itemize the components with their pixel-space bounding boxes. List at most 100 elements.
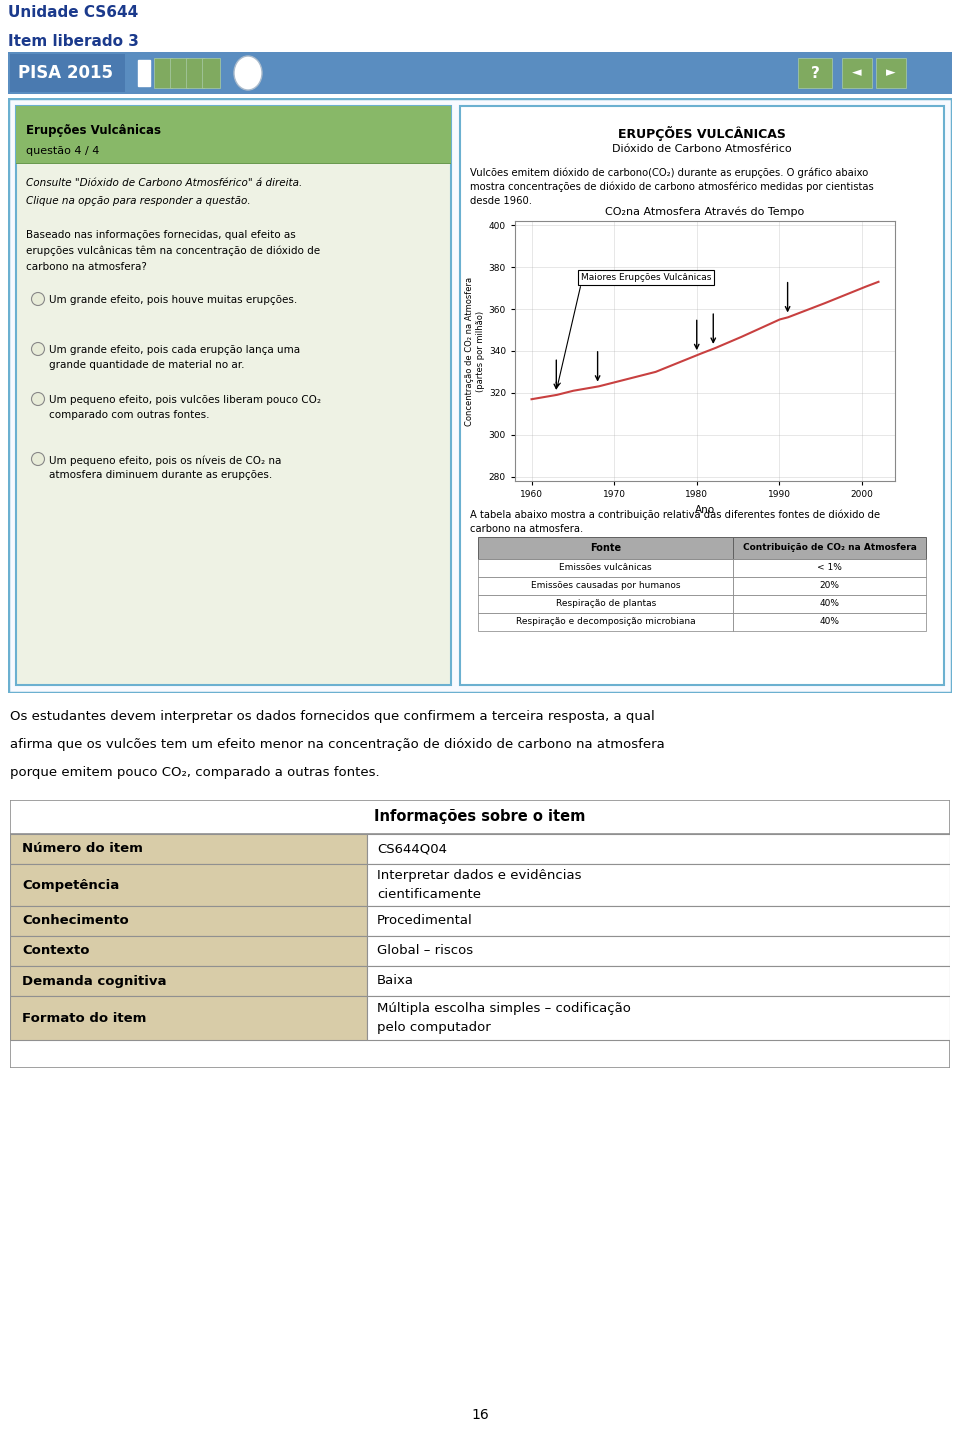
Bar	[10, 995, 367, 1040]
Bar	[733, 613, 926, 630]
Text: Baseado nas informações fornecidas, qual efeito as: Baseado nas informações fornecidas, qual…	[26, 230, 296, 241]
Text: Informações sobre o item: Informações sobre o item	[374, 810, 586, 824]
Bar	[154, 58, 172, 88]
Text: Clique na opção para responder a questão.: Clique na opção para responder a questão…	[26, 196, 251, 206]
Bar	[460, 106, 944, 685]
X-axis label: Ano: Ano	[695, 504, 715, 514]
Bar	[367, 835, 950, 864]
Bar	[170, 58, 188, 88]
Text: Interpretar dados e evidências: Interpretar dados e evidências	[377, 869, 582, 882]
Text: Os estudantes devem interpretar os dados fornecidos que confirmem a terceira res: Os estudantes devem interpretar os dados…	[10, 710, 655, 723]
Text: erupções vulcânicas têm na concentração de dióxido de: erupções vulcânicas têm na concentração …	[26, 246, 320, 256]
Text: Contribuição de CO₂ na Atmosfera: Contribuição de CO₂ na Atmosfera	[743, 543, 917, 552]
Bar	[186, 58, 204, 88]
Bar	[10, 800, 950, 835]
Text: CS644Q04: CS644Q04	[377, 842, 447, 855]
Text: Conhecimento: Conhecimento	[22, 914, 129, 927]
Text: Emissões causadas por humanos: Emissões causadas por humanos	[531, 581, 681, 591]
Text: Vulcões emitem dióxido de carbono(CO₂) durante as erupções. O gráfico abaixo: Vulcões emitem dióxido de carbono(CO₂) d…	[470, 168, 868, 178]
Bar	[10, 864, 367, 906]
Text: grande quantidade de material no ar.: grande quantidade de material no ar.	[49, 359, 245, 369]
Text: 40%: 40%	[820, 600, 840, 609]
Text: Procedimental: Procedimental	[377, 914, 473, 927]
Text: PISA 2015: PISA 2015	[18, 64, 113, 83]
Bar	[733, 538, 926, 559]
Bar	[367, 995, 950, 1040]
Text: cientificamente: cientificamente	[377, 888, 481, 901]
Text: ◄: ◄	[852, 67, 862, 80]
Bar	[478, 596, 733, 613]
Bar	[10, 906, 367, 936]
Y-axis label: Concentração de CO₂ na Atmosfera
(partes por milhão): Concentração de CO₂ na Atmosfera (partes…	[466, 277, 485, 426]
Text: Um grande efeito, pois houve muitas erupções.: Um grande efeito, pois houve muitas erup…	[49, 296, 298, 304]
Text: Múltipla escolha simples – codificação: Múltipla escolha simples – codificação	[377, 1001, 631, 1014]
Text: carbono na atmosfera.: carbono na atmosfera.	[470, 525, 584, 535]
Text: Competência: Competência	[22, 878, 119, 891]
Text: Formato do item: Formato do item	[22, 1011, 146, 1024]
Bar	[733, 559, 926, 577]
Bar	[478, 577, 733, 596]
Circle shape	[32, 293, 44, 306]
Title: CO₂na Atmosfera Através do Tempo: CO₂na Atmosfera Através do Tempo	[606, 207, 804, 217]
Text: Baixa: Baixa	[377, 975, 414, 988]
Bar	[367, 906, 950, 936]
Bar	[733, 577, 926, 596]
Bar	[10, 936, 367, 966]
Text: questão 4 / 4: questão 4 / 4	[26, 146, 100, 156]
Text: 16: 16	[471, 1408, 489, 1421]
Text: 20%: 20%	[820, 581, 840, 591]
Text: ERUPÇÕES VULCÂNICAS: ERUPÇÕES VULCÂNICAS	[618, 126, 786, 141]
Bar	[367, 936, 950, 966]
Text: Erupções Vulcânicas: Erupções Vulcânicas	[26, 125, 161, 138]
Text: Emissões vulcânicas: Emissões vulcânicas	[560, 564, 652, 572]
Bar	[478, 538, 733, 559]
Text: Um pequeno efeito, pois os níveis de CO₂ na: Um pequeno efeito, pois os níveis de CO₂…	[49, 455, 281, 465]
Text: afirma que os vulcões tem um efeito menor na concentração de dióxido de carbono : afirma que os vulcões tem um efeito meno…	[10, 738, 664, 751]
Bar	[798, 58, 832, 88]
Circle shape	[32, 342, 44, 355]
Text: ?: ?	[810, 65, 820, 81]
Text: Global – riscos: Global – riscos	[377, 945, 473, 958]
Bar	[202, 58, 220, 88]
Bar	[478, 559, 733, 577]
Bar	[733, 596, 926, 613]
Text: Um pequeno efeito, pois vulcões liberam pouco CO₂: Um pequeno efeito, pois vulcões liberam …	[49, 396, 321, 406]
Bar	[10, 54, 125, 91]
Text: Respiração de plantas: Respiração de plantas	[556, 600, 656, 609]
Text: 40%: 40%	[820, 617, 840, 626]
Text: Contexto: Contexto	[22, 945, 89, 958]
Bar	[367, 864, 950, 906]
Bar	[10, 966, 367, 995]
Text: Um grande efeito, pois cada erupção lança uma: Um grande efeito, pois cada erupção lanç…	[49, 345, 300, 355]
Circle shape	[32, 452, 44, 465]
Bar	[876, 58, 906, 88]
Text: mostra concentrações de dióxido de carbono atmosférico medidas por cientistas: mostra concentrações de dióxido de carbo…	[470, 183, 874, 193]
Text: pelo computador: pelo computador	[377, 1022, 491, 1035]
Text: atmosfera diminuem durante as erupções.: atmosfera diminuem durante as erupções.	[49, 469, 273, 480]
Bar	[10, 835, 367, 864]
Bar	[367, 966, 950, 995]
Text: Número do item: Número do item	[22, 842, 143, 855]
Bar	[478, 613, 733, 630]
Text: comparado com outras fontes.: comparado com outras fontes.	[49, 410, 209, 420]
Ellipse shape	[234, 57, 262, 90]
Bar	[138, 59, 150, 85]
Text: Maiores Erupções Vulcânicas: Maiores Erupções Vulcânicas	[581, 272, 711, 283]
Bar	[16, 106, 451, 685]
Text: A tabela abaixo mostra a contribuição relativa das diferentes fontes de dióxido : A tabela abaixo mostra a contribuição re…	[470, 510, 880, 520]
Text: Unidade CS644: Unidade CS644	[8, 4, 138, 20]
Text: Item liberado 3: Item liberado 3	[8, 35, 139, 49]
Text: < 1%: < 1%	[817, 564, 842, 572]
Text: Fonte: Fonte	[590, 543, 621, 554]
Text: desde 1960.: desde 1960.	[470, 196, 532, 206]
Bar	[16, 106, 451, 164]
Bar	[842, 58, 872, 88]
Text: Consulte "Dióxido de Carbono Atmosférico" á direita.: Consulte "Dióxido de Carbono Atmosférico…	[26, 178, 302, 188]
Text: ►: ►	[886, 67, 896, 80]
Text: porque emitem pouco CO₂, comparado a outras fontes.: porque emitem pouco CO₂, comparado a out…	[10, 767, 379, 780]
Circle shape	[32, 393, 44, 406]
Text: Dióxido de Carbono Atmosférico: Dióxido de Carbono Atmosférico	[612, 143, 792, 154]
Text: carbono na atmosfera?: carbono na atmosfera?	[26, 262, 147, 272]
Text: Respiração e decomposição microbiana: Respiração e decomposição microbiana	[516, 617, 695, 626]
Text: Demanda cognitiva: Demanda cognitiva	[22, 975, 166, 988]
